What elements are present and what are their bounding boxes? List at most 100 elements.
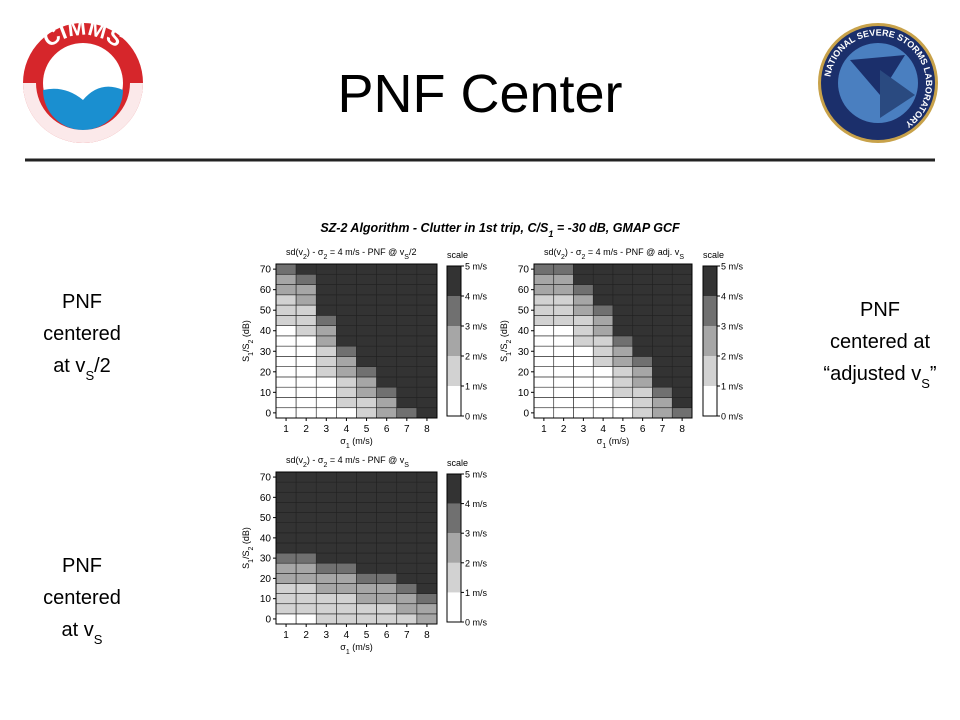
heatmap-cell <box>652 304 673 316</box>
heatmap-cell <box>652 315 673 326</box>
heatmap-cell <box>295 356 317 367</box>
y-axis-label-part: 1 <box>506 352 513 356</box>
chart-title: sd(v2) - σ2 = 4 m/s - PNF @ adj. vS <box>544 247 684 261</box>
heatmap-cell <box>376 491 398 503</box>
heatmap-cell <box>573 397 594 409</box>
heatmap-cell <box>315 562 337 574</box>
heatmap-cell <box>652 407 673 419</box>
heatmap-cell <box>275 471 297 483</box>
y-tick-label: 50 <box>518 306 530 317</box>
heatmap-cell <box>275 491 297 503</box>
heatmap-cell <box>315 552 337 564</box>
y-axis-label-part: (dB) <box>241 320 251 340</box>
heatmap-cell <box>416 573 438 584</box>
x-tick-label: 8 <box>424 424 430 435</box>
heatmap-cell <box>671 397 693 409</box>
y-tick-label: 0 <box>265 614 271 625</box>
x-tick-label: 3 <box>581 424 587 435</box>
x-axis-label-part: (m/s) <box>350 642 373 652</box>
heatmap-cell <box>275 593 297 605</box>
heatmap-cell <box>632 407 653 419</box>
heatmap-cell <box>315 397 337 409</box>
chart-title-part: /2 <box>409 247 417 257</box>
heatmap-cell <box>376 481 398 493</box>
heatmap-cell <box>376 304 398 316</box>
heatmap-cell <box>275 613 297 625</box>
y-tick-label: 30 <box>260 554 272 565</box>
heatmap-cell <box>315 603 337 615</box>
heatmap-cell <box>416 386 438 398</box>
y-tick-label: 70 <box>260 473 272 484</box>
heatmap-cell <box>553 284 574 296</box>
x-tick-label: 5 <box>620 424 626 435</box>
heatmap-cell <box>553 345 574 357</box>
heatmap-cell <box>275 583 297 594</box>
x-tick-label: 6 <box>384 630 390 641</box>
heatmap-cell <box>396 386 418 398</box>
heatmap-cell <box>671 263 693 275</box>
heatmap-cell <box>315 386 337 398</box>
heatmap-cell <box>356 552 377 564</box>
colorbar-swatch <box>447 533 461 563</box>
chart-title-part: S <box>679 254 684 261</box>
heatmap-cell <box>315 573 337 584</box>
colorbar-swatch <box>703 386 717 416</box>
x-tick-label: 6 <box>640 424 646 435</box>
heatmap-cell <box>396 593 418 605</box>
heatmap-cell <box>275 376 297 388</box>
heatmap-cell <box>632 315 653 326</box>
heatmap-cell <box>396 407 418 419</box>
heatmap-cell <box>592 294 614 306</box>
heatmap-cell <box>396 502 418 513</box>
y-tick-label: 50 <box>260 306 272 317</box>
side-label: centered <box>43 323 121 345</box>
heatmap-cell <box>416 315 438 326</box>
heatmap-cell <box>652 335 673 347</box>
heatmap-cell <box>553 304 574 316</box>
heatmap-cell <box>573 366 594 378</box>
heatmap-cell <box>416 304 438 316</box>
heatmap-cell <box>376 562 398 574</box>
colorbar-label: scale <box>447 458 468 468</box>
heatmap-cell <box>336 552 357 564</box>
heatmap-cell <box>573 273 594 285</box>
y-tick-label: 40 <box>260 326 272 337</box>
side-label-part: “adjusted v <box>823 363 921 385</box>
heatmap-cell <box>295 481 317 493</box>
heatmap-cell <box>295 603 317 615</box>
heatmap-cell <box>612 397 634 409</box>
heatmap-cell <box>553 263 574 275</box>
colorbar-tick-label: 4 m/s <box>465 499 488 509</box>
heatmap-cell <box>612 315 634 326</box>
heatmap-cell <box>671 345 693 357</box>
chart-title-part: 2 <box>561 254 565 261</box>
chart-title-part: sd(v <box>286 455 304 465</box>
chart-title: sd(v2) - σ2 = 4 m/s - PNF @ vS/2 <box>286 247 416 261</box>
y-axis-label: S1/S2 (dB) <box>241 527 255 569</box>
chart-title-part: = 4 m/s - PNF @ adj. v <box>585 247 679 257</box>
heatmap-cell <box>336 491 357 503</box>
heatmap-cell <box>356 376 377 388</box>
heatmap-cell <box>356 294 377 306</box>
heatmap-cell <box>671 366 693 378</box>
y-tick-label: 30 <box>518 347 530 358</box>
heatmap-cell <box>275 315 297 326</box>
y-tick-label: 60 <box>260 285 272 296</box>
heatmap-cell <box>416 376 438 388</box>
chart-title: sd(v2) - σ2 = 4 m/s - PNF @ vS <box>286 455 409 469</box>
heatmap-cell <box>336 273 357 285</box>
y-axis-label-part: /S <box>499 343 509 352</box>
heatmap-cell <box>275 502 297 513</box>
heatmap-cell <box>612 356 634 367</box>
y-tick-label: 40 <box>260 533 272 544</box>
heatmap-cell <box>396 376 418 388</box>
side-label-part: PNF <box>62 291 102 313</box>
heatmap-cell <box>356 407 377 419</box>
heatmap-cell <box>396 491 418 503</box>
heatmap-cell <box>336 542 357 554</box>
heatmap-cell <box>295 491 317 503</box>
heatmap-cell <box>315 294 337 306</box>
x-tick-label: 3 <box>324 630 330 641</box>
heatmap-cell <box>275 562 297 574</box>
heatmap-cell <box>533 325 555 337</box>
